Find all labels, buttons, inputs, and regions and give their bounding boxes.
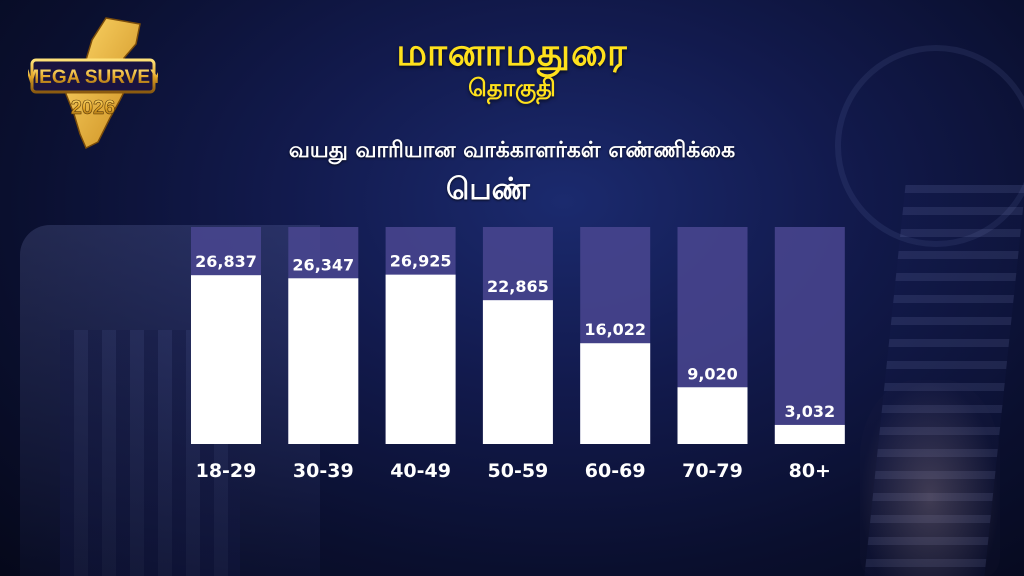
bar-18-29	[191, 275, 261, 444]
bar-40-49	[385, 274, 456, 444]
page-title: மானாமதுரை	[396, 30, 628, 74]
page-subtitle: தொகுதி	[468, 74, 556, 102]
bar-value-label-40-49: 26,925	[390, 252, 452, 271]
bar-value-label-60-69: 16,022	[584, 320, 646, 339]
gender-label: பெண்	[446, 172, 530, 207]
bar-70-79	[677, 387, 748, 444]
bar-track-80+	[774, 227, 845, 444]
x-tick-label-80+: 80+	[789, 460, 831, 482]
x-tick-label-60-69: 60-69	[585, 460, 646, 482]
x-tick-label-18-29: 18-29	[196, 460, 257, 482]
bar-value-label-18-29: 26,837	[195, 252, 257, 271]
bar-60-69	[580, 343, 651, 444]
bar-value-label-70-79: 9,020	[687, 364, 738, 383]
logo-text-year: 2026	[71, 97, 116, 119]
bar-value-label-80+: 3,032	[784, 402, 835, 421]
x-tick-label-50-59: 50-59	[488, 460, 549, 482]
bar-30-39	[288, 278, 359, 444]
x-tick-label-30-39: 30-39	[293, 460, 354, 482]
mega-survey-logo: MEGA SURVEY 2026	[28, 17, 158, 150]
x-tick-label-70-79: 70-79	[682, 460, 743, 482]
x-tick-label-40-49: 40-49	[390, 460, 451, 482]
chart-heading: வயது வாரியான வாக்காளர்கள் எண்ணிக்கை	[288, 138, 736, 163]
bar-value-label-50-59: 22,865	[487, 277, 549, 296]
logo-text-mega-survey: MEGA SURVEY	[28, 67, 158, 88]
bar-80+	[774, 424, 845, 444]
bar-value-label-30-39: 26,347	[292, 255, 354, 274]
bar-50-59	[482, 300, 553, 444]
